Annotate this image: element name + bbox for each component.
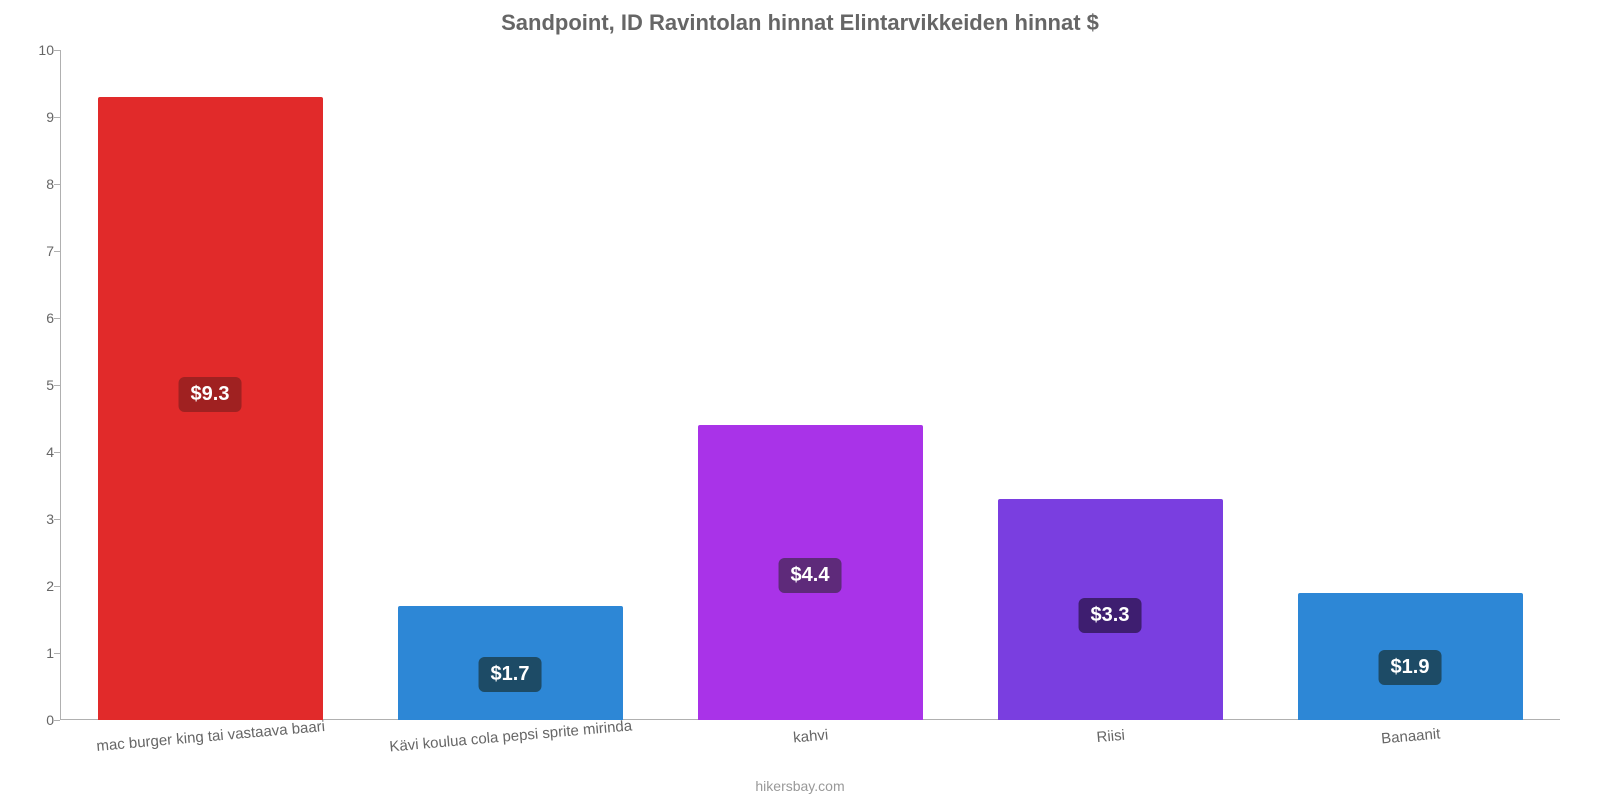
y-tick-label: 7 <box>26 243 54 259</box>
value-label: $1.9 <box>1379 650 1442 685</box>
source-label: hikersbay.com <box>0 778 1600 794</box>
y-tick <box>54 318 60 319</box>
y-axis <box>60 50 61 720</box>
value-label: $1.7 <box>479 657 542 692</box>
value-label: $4.4 <box>779 558 842 593</box>
y-tick-label: 5 <box>26 377 54 393</box>
y-tick-label: 3 <box>26 511 54 527</box>
y-tick <box>54 653 60 654</box>
y-tick-label: 9 <box>26 109 54 125</box>
y-tick-label: 6 <box>26 310 54 326</box>
value-label: $9.3 <box>179 377 242 412</box>
y-tick <box>54 251 60 252</box>
x-category-label: mac burger king tai vastaava baari <box>96 718 326 755</box>
chart-title: Sandpoint, ID Ravintolan hinnat Elintarv… <box>0 10 1600 36</box>
value-label: $3.3 <box>1079 598 1142 633</box>
x-category-label: kahvi <box>793 726 829 746</box>
y-tick <box>54 452 60 453</box>
y-tick <box>54 117 60 118</box>
y-tick-label: 2 <box>26 578 54 594</box>
y-tick <box>54 519 60 520</box>
y-tick-label: 0 <box>26 712 54 728</box>
y-tick <box>54 586 60 587</box>
x-category-label: Riisi <box>1096 727 1126 746</box>
y-tick <box>54 184 60 185</box>
x-category-label: Kävi koulua cola pepsi sprite mirinda <box>389 717 633 755</box>
y-tick-label: 10 <box>26 42 54 58</box>
y-tick <box>54 720 60 721</box>
y-tick-label: 1 <box>26 645 54 661</box>
bar-chart: Sandpoint, ID Ravintolan hinnat Elintarv… <box>0 0 1600 800</box>
plot-area: 012345678910$9.3mac burger king tai vast… <box>60 50 1560 720</box>
y-tick <box>54 385 60 386</box>
y-tick-label: 4 <box>26 444 54 460</box>
y-tick-label: 8 <box>26 176 54 192</box>
y-tick <box>54 50 60 51</box>
x-category-label: Banaanit <box>1381 725 1441 747</box>
